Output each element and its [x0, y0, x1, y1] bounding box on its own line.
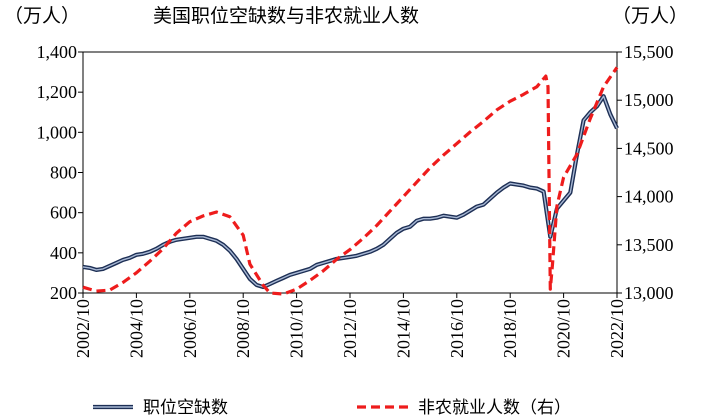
x-tick-label: 2008/10 — [233, 299, 253, 358]
x-tick-label: 2020/10 — [554, 299, 574, 358]
x-tick-label: 2010/10 — [287, 299, 307, 358]
series-line-shadow — [82, 94, 619, 290]
x-tick-label: 2018/10 — [500, 299, 520, 358]
x-tick-label: 2012/10 — [340, 299, 360, 358]
right-tick-label: 15,000 — [624, 90, 674, 110]
x-tick-label: 2016/10 — [447, 299, 467, 358]
x-tick-label: 2014/10 — [393, 299, 413, 358]
left-tick-label: 1,000 — [37, 122, 78, 142]
legend-label-nonfarm-payrolls: 非农就业人数（右） — [418, 398, 571, 418]
left-tick-label: 400 — [50, 243, 77, 263]
series-layer — [82, 66, 619, 296]
right-tick-label: 15,500 — [624, 42, 674, 62]
left-tick-label: 200 — [50, 283, 77, 303]
x-tick-label: 2004/10 — [126, 299, 146, 358]
x-tick-label: 2002/10 — [73, 299, 93, 358]
right-tick-label: 14,500 — [624, 138, 674, 158]
left-tick-label: 600 — [50, 203, 77, 223]
legend: 职位空缺数 非农就业人数（右） — [93, 398, 571, 418]
series-line-nonfarm-payrolls — [82, 66, 619, 296]
legend-label-job-openings: 职位空缺数 — [143, 398, 228, 418]
series-line-job-openings — [82, 95, 618, 288]
right-tick-label: 14,000 — [624, 187, 674, 207]
left-unit-label: （万人） — [4, 5, 80, 27]
left-tick-label: 1,200 — [37, 82, 78, 102]
right-unit-label: （万人） — [612, 5, 688, 27]
x-tick-label: 2022/10 — [607, 299, 627, 358]
x-tick-label: 2006/10 — [180, 299, 200, 358]
left-tick-label: 1,400 — [37, 42, 78, 62]
left-tick-label: 800 — [50, 163, 77, 183]
axes: 200 400 600 800 1,000 1,200 1,400 13,000 13,500 1… — [37, 42, 674, 358]
chart-title: 美国职位空缺数与非农就业人数 — [153, 5, 419, 27]
right-tick-label: 13,000 — [624, 283, 674, 303]
right-tick-label: 13,500 — [624, 235, 674, 255]
